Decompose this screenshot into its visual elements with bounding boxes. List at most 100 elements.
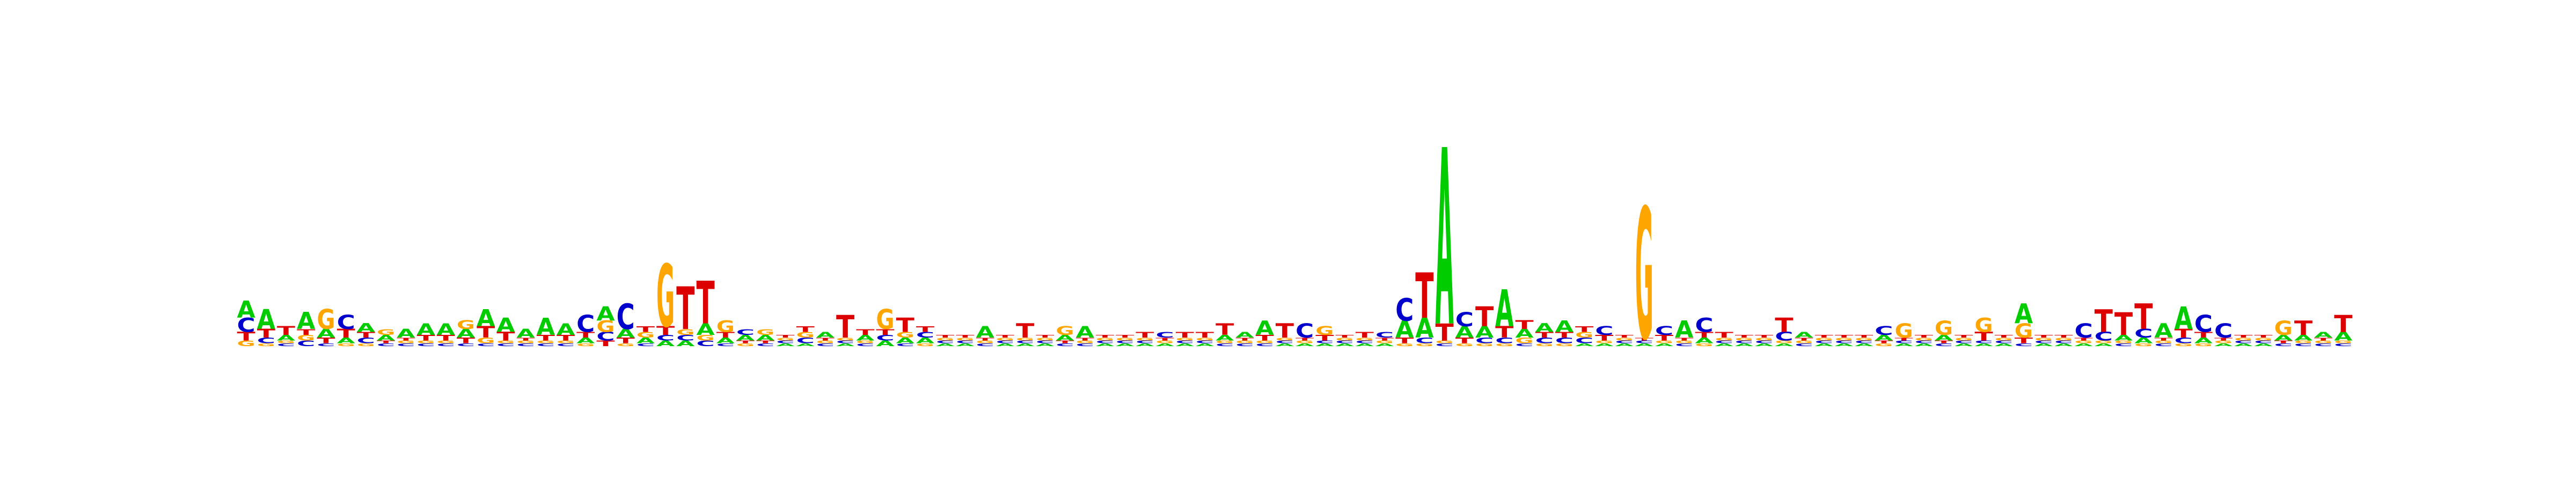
logo-position-6: GATC [337, 311, 356, 347]
logo-position-92: ACGT [2054, 334, 2073, 347]
logo-position-49: ACGT [1196, 331, 1214, 347]
logo-position-79: CGTA [1795, 330, 1813, 347]
logo-letter-t: T [676, 275, 694, 343]
logo-letter-t: T [1995, 334, 2014, 339]
logo-letter-c: C [2074, 319, 2092, 342]
logo-letter-a: A [816, 330, 835, 339]
logo-letter-t: T [2294, 317, 2312, 340]
logo-position-43: CGTA [1076, 323, 1095, 347]
logo-position-57: ACGT [1356, 331, 1374, 347]
logo-position-7: GCTA [357, 321, 375, 347]
logo-position-106: CGAT [2334, 311, 2352, 347]
logo-letter-t: T [1615, 334, 1634, 339]
logo-letter-t: T [1216, 320, 1234, 339]
logo-letter-t: T [836, 309, 854, 345]
logo-letter-t: T [277, 324, 296, 338]
logo-letter-t: T [1915, 334, 1934, 339]
logo-position-81: ACGT [1835, 334, 1854, 347]
logo-position-41: ACGT [1036, 334, 1055, 347]
logo-letter-c: C [1155, 331, 1174, 340]
logo-letter-a: A [557, 320, 575, 339]
logo-letter-g: G [656, 247, 675, 347]
logo-letter-t: T [2254, 334, 2273, 339]
logo-letter-t: T [1036, 334, 1055, 339]
logo-letter-t: T [1735, 334, 1754, 339]
logo-letter-c: C [736, 328, 755, 337]
logo-letter-c: C [1595, 324, 1613, 338]
logo-letter-g: G [2274, 317, 2293, 340]
logo-position-38: CGTA [976, 323, 995, 347]
logo-letter-a: A [1235, 330, 1254, 339]
logo-letter-g: G [317, 304, 335, 335]
logo-position-31: ACGT [836, 309, 855, 347]
logo-position-14: CGTA [496, 313, 515, 347]
logo-letter-g: G [876, 304, 894, 335]
logo-position-93: AGTC [2074, 319, 2093, 347]
logo-letter-a: A [1076, 323, 1094, 341]
logo-letter-c: C [2214, 319, 2233, 342]
logo-letter-t: T [1096, 334, 1115, 339]
logo-position-18: GATC [576, 310, 595, 347]
logo-letter-t: T [1775, 314, 1793, 336]
logo-position-66: GCTA [1535, 321, 1554, 347]
logo-position-47: AGTC [1155, 331, 1174, 347]
logo-position-60: GCAT [1415, 261, 1433, 347]
logo-position-63: GCAT [1475, 301, 1494, 347]
logo-position-22: ACTG [656, 247, 675, 348]
logo-position-101: ACGT [2234, 334, 2253, 347]
logo-letter-t: T [936, 334, 955, 339]
logo-position-52: CGTA [1256, 317, 1275, 347]
logo-letter-t: T [996, 334, 1015, 339]
logo-letter-t: T [2054, 334, 2073, 339]
logo-position-20: GTAC [617, 297, 635, 347]
logo-letter-a: A [257, 304, 275, 336]
logo-position-83: GTAC [1875, 324, 1893, 347]
logo-letter-a: A [437, 320, 455, 339]
logo-letter-t: T [1855, 334, 1874, 339]
logo-position-15: CGTA [517, 327, 536, 347]
logo-letter-a: A [1495, 280, 1513, 339]
logo-letter-a: A [2154, 319, 2173, 342]
logo-letter-t: T [1276, 320, 1294, 342]
logo-letter-t: T [696, 269, 714, 338]
logo-position-21: CAGT [636, 325, 655, 347]
logo-letter-a: A [397, 327, 415, 341]
logo-letter-t: T [1955, 334, 1973, 339]
logo-position-27: CTAG [756, 328, 775, 347]
logo-letter-c: C [1875, 324, 1893, 338]
logo-position-28: ACGT [776, 334, 795, 347]
logo-letter-t: T [1815, 334, 1834, 339]
logo-position-37: ACGT [956, 334, 975, 347]
logo-letter-c: C [1455, 308, 1474, 331]
logo-letter-c: C [1296, 319, 1314, 342]
logo-letter-g: G [1315, 324, 1334, 338]
logo-letter-c: C [1375, 331, 1394, 340]
logo-letter-g: G [377, 328, 395, 337]
logo-position-13: CGTA [477, 305, 495, 347]
logo-position-88: ACTG [1974, 314, 1993, 347]
logo-letter-t: T [2095, 303, 2113, 339]
logo-position-91: ACGT [2035, 334, 2053, 347]
logo-position-75: ACGT [1715, 331, 1734, 347]
logo-letter-c: C [617, 297, 635, 338]
logo-letter-a: A [2314, 330, 2333, 339]
logo-position-26: GTAC [736, 328, 755, 347]
logo-letter-t: T [1475, 301, 1494, 333]
logo-position-45: ACGT [1116, 334, 1135, 347]
logo-position-51: CGTA [1235, 330, 1254, 347]
logo-letter-t: T [1016, 320, 1034, 342]
logo-position-50: CGAT [1216, 320, 1234, 347]
